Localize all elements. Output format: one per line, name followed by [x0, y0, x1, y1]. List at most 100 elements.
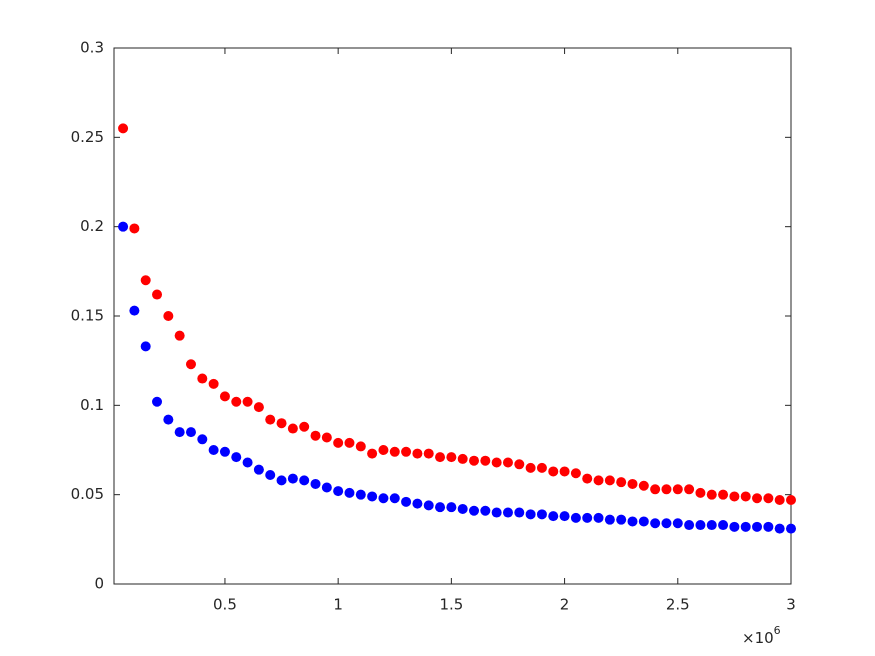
y-tick-label: 0.15 — [71, 307, 104, 325]
data-point — [389, 446, 400, 457]
x-tick-label: 1.5 — [439, 596, 463, 614]
data-point — [740, 521, 751, 532]
data-point — [253, 402, 264, 413]
data-point — [559, 511, 570, 522]
data-point — [661, 518, 672, 529]
axes-box — [113, 47, 792, 585]
data-point — [616, 477, 627, 488]
data-point — [774, 495, 785, 506]
data-point — [469, 455, 480, 466]
y-tick-label: 0.3 — [80, 39, 104, 57]
data-point — [491, 457, 502, 468]
data-point — [446, 452, 457, 463]
data-point — [604, 475, 615, 486]
data-point — [129, 305, 140, 316]
data-point — [786, 523, 796, 534]
data-point — [740, 491, 751, 502]
data-point — [344, 437, 355, 448]
data-point — [469, 505, 480, 516]
data-point — [412, 448, 423, 459]
data-point — [582, 473, 593, 484]
y-tick-label: 0.05 — [71, 485, 104, 503]
data-point — [514, 459, 525, 470]
data-point — [412, 498, 423, 509]
data-point — [321, 432, 332, 443]
data-point — [457, 503, 468, 514]
data-point — [310, 478, 321, 489]
data-point — [299, 421, 310, 432]
data-point — [378, 493, 389, 504]
data-point — [593, 475, 604, 486]
data-point — [401, 446, 412, 457]
data-point — [548, 466, 559, 477]
data-point — [344, 487, 355, 498]
data-point — [638, 516, 649, 527]
x-tick-label: 1 — [333, 596, 343, 614]
data-point — [401, 496, 412, 507]
data-point — [152, 396, 163, 407]
data-point — [502, 507, 513, 518]
data-point — [163, 311, 174, 321]
data-point — [389, 493, 400, 504]
data-point — [525, 509, 536, 520]
data-point — [536, 462, 547, 473]
data-point — [514, 507, 525, 518]
data-point — [706, 520, 717, 531]
data-point — [672, 484, 683, 495]
data-point — [163, 414, 174, 425]
data-point — [706, 489, 717, 500]
data-point — [367, 448, 378, 459]
data-point — [367, 491, 378, 502]
data-point — [140, 341, 151, 352]
data-point — [627, 478, 638, 489]
data-point — [287, 473, 298, 484]
y-tick-label: 0 — [94, 575, 104, 593]
data-point — [378, 445, 389, 455]
data-point — [208, 445, 219, 455]
y-tick-label: 0.2 — [80, 217, 104, 235]
data-point — [729, 521, 740, 532]
data-point — [423, 448, 434, 459]
data-point — [491, 507, 502, 518]
data-point — [684, 484, 695, 495]
data-point — [627, 516, 638, 527]
data-point — [118, 221, 129, 232]
data-point — [502, 457, 513, 468]
data-point — [287, 423, 298, 434]
data-point — [752, 493, 763, 504]
data-point — [118, 123, 129, 134]
data-point — [265, 414, 276, 425]
data-point — [650, 484, 661, 495]
x-tick-label: 2 — [560, 596, 570, 614]
x-offset-label: ×106 — [742, 624, 781, 647]
data-point — [786, 495, 796, 506]
data-point — [231, 396, 242, 407]
data-point — [321, 482, 332, 493]
data-point — [333, 437, 344, 448]
data-point — [650, 518, 661, 529]
data-point — [718, 520, 729, 531]
y-tick-label: 0.25 — [71, 128, 104, 146]
data-point — [197, 373, 208, 384]
data-point — [423, 500, 434, 511]
data-point — [525, 462, 536, 473]
x-offset-base: ×10 — [742, 629, 774, 647]
data-point — [185, 427, 196, 438]
data-point — [695, 487, 706, 498]
data-point — [185, 359, 196, 370]
data-point — [333, 486, 344, 497]
data-point — [480, 505, 491, 516]
data-point — [174, 330, 185, 341]
data-point — [355, 441, 366, 452]
x-tick-label: 3 — [786, 596, 796, 614]
data-point — [672, 518, 683, 529]
data-point — [219, 446, 230, 457]
data-point — [752, 521, 763, 532]
data-point — [718, 489, 729, 500]
data-point — [638, 480, 649, 491]
data-point — [208, 378, 219, 389]
data-point — [174, 427, 185, 438]
x-tick-label: 0.5 — [213, 596, 237, 614]
y-tick-label: 0.1 — [80, 396, 104, 414]
